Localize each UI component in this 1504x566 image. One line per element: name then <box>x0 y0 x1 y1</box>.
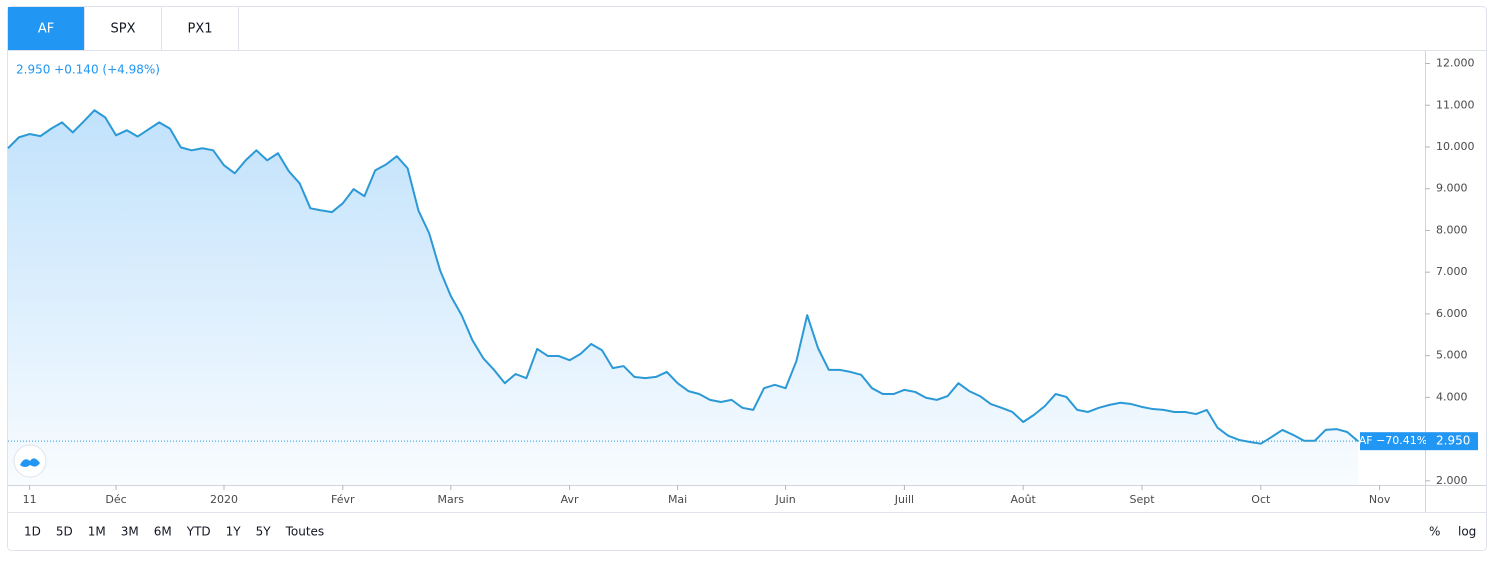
x-tick-label: Mars <box>438 493 465 506</box>
y-tick-label: 10.000 <box>1436 140 1475 153</box>
logo <box>13 444 47 478</box>
range-button[interactable]: 1Y <box>226 525 242 539</box>
tab-label[interactable]: SPX <box>111 22 136 37</box>
range-button[interactable]: 3M <box>121 525 139 539</box>
x-tick-label: Sept <box>1129 493 1155 506</box>
x-tick-label: Déc <box>105 493 126 506</box>
option-button[interactable]: log <box>1458 525 1476 539</box>
y-tick-label: 8.000 <box>1436 223 1468 236</box>
x-tick-label: Avr <box>561 493 579 506</box>
range-button[interactable]: 1M <box>88 525 106 539</box>
y-tick-label: 11.000 <box>1436 98 1475 111</box>
x-tick-label: 2020 <box>210 493 238 506</box>
range-button[interactable]: Toutes <box>285 525 325 539</box>
range-button[interactable]: 5D <box>56 525 73 539</box>
area <box>8 110 1358 485</box>
range-button[interactable]: YTD <box>186 525 211 539</box>
tab-bar: AF SPX PX1 <box>8 7 239 50</box>
y-tick-label: 6.000 <box>1436 307 1468 320</box>
x-tick-label: Oct <box>1251 493 1271 506</box>
legend-text: 2.950 +0.140 (+4.98%) <box>16 63 160 77</box>
range-toolbar: 1D 5D 1M 3M 6M YTD 1Y 5Y Toutes% log <box>24 525 1476 539</box>
x-tick-label: Juill <box>894 493 914 506</box>
line <box>7 109 1359 445</box>
x-tick-label: Févr <box>331 493 355 506</box>
option-button[interactable]: % <box>1429 525 1440 539</box>
last-price-tag <box>1426 432 1478 451</box>
tab[interactable] <box>162 7 238 50</box>
last-price-label: 2.950 <box>1436 434 1470 448</box>
x-tick-label: Nov <box>1369 493 1391 506</box>
range-button[interactable]: 1D <box>24 525 41 539</box>
x-tick-label: Juin <box>774 493 795 506</box>
range-button[interactable]: 6M <box>154 525 172 539</box>
y-tick-label: 2.000 <box>1436 474 1468 487</box>
y-tick-label: 9.000 <box>1436 182 1468 195</box>
y-tick-label: 7.000 <box>1436 265 1468 278</box>
x-tick-label: Mai <box>668 493 687 506</box>
y-tick-label: 4.000 <box>1436 390 1468 403</box>
y-tick-label: 5.000 <box>1436 349 1468 362</box>
x-tick-label: 11 <box>23 493 37 506</box>
y-tick-label: 12.000 <box>1436 57 1475 70</box>
tab[interactable] <box>85 7 161 50</box>
tab[interactable] <box>8 7 84 50</box>
tab-label[interactable]: PX1 <box>187 22 212 37</box>
range-button[interactable]: 5Y <box>256 525 272 539</box>
annotation: AF −70.41% <box>1359 434 1428 447</box>
plot-area: 2.0003.0004.0005.0006.0007.0008.0009.000… <box>7 57 1478 506</box>
x-tick-label: Août <box>1011 493 1037 506</box>
tab-label[interactable]: AF <box>38 22 54 37</box>
annotation-tag <box>1360 432 1426 451</box>
